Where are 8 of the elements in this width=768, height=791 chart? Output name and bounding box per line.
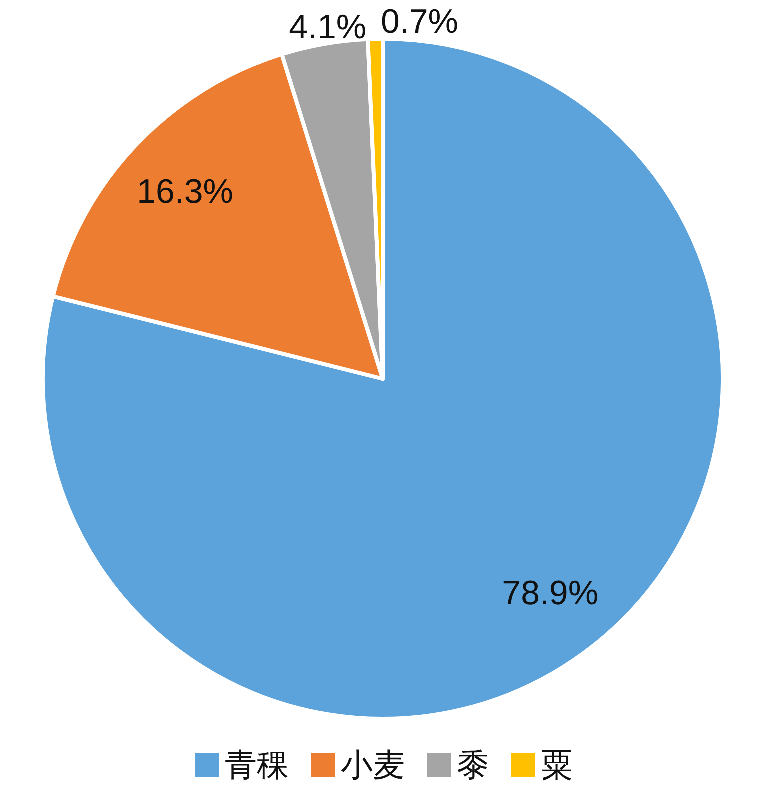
data-label: 78.9% [502,574,599,612]
slice-label: 青稞 [225,747,289,783]
legend-label: 粟 [541,747,573,783]
legend-label: 黍 [457,747,489,783]
legend-label: 小麦 [341,747,405,783]
data-label: 4.1% [289,8,367,46]
data-label: 0.7% [381,3,458,42]
data-label: 16.3% [137,173,234,212]
